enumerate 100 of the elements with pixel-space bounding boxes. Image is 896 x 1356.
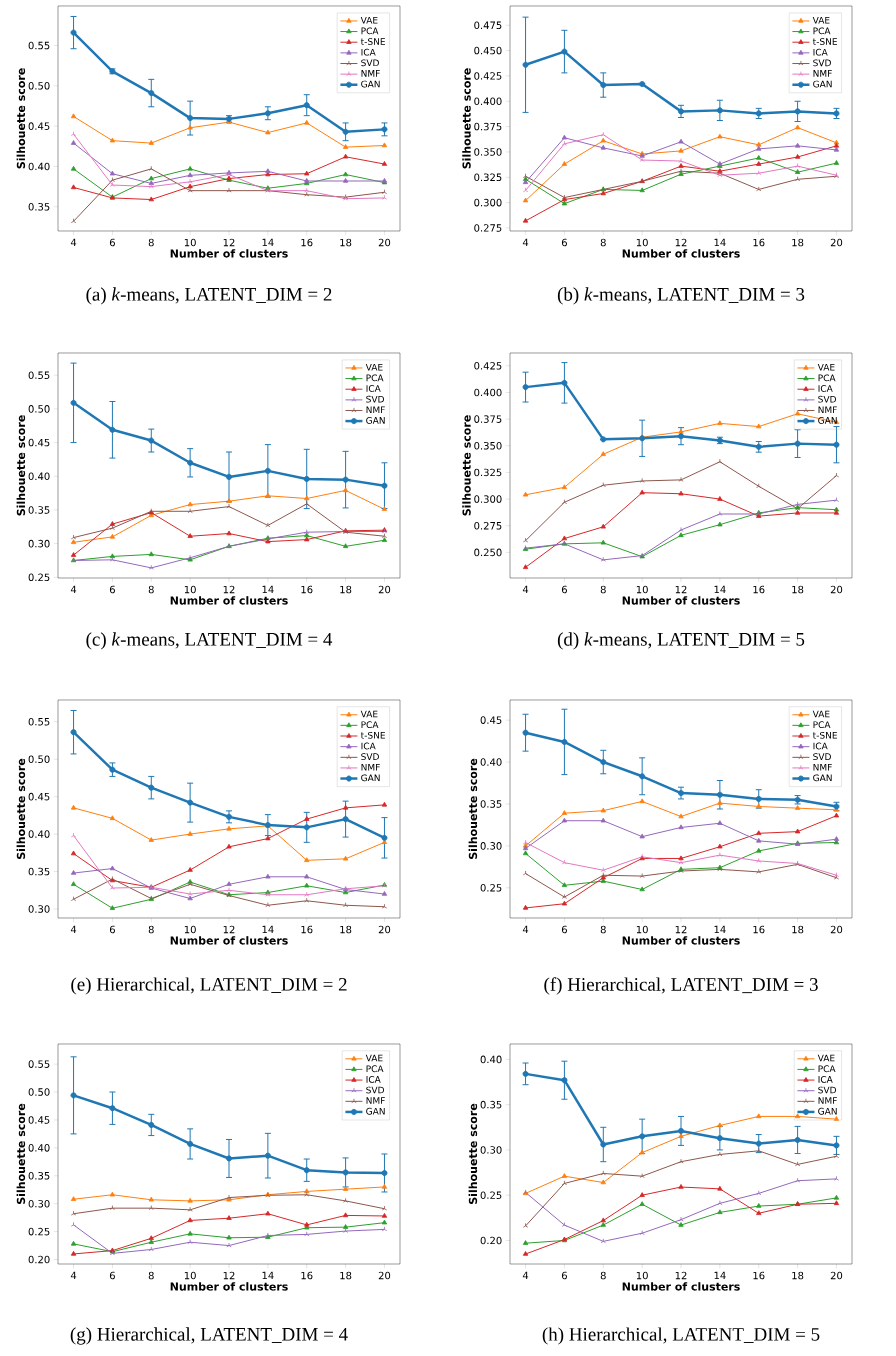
x-tick-label: 8 (600, 1271, 606, 1280)
legend-label: PCA (818, 374, 836, 382)
y-tick-label: 0.25 (480, 1191, 502, 1199)
legend-label: SVD (361, 753, 379, 761)
x-tick-label: 8 (148, 1271, 154, 1280)
x-tick-label: 12 (223, 238, 235, 247)
legend-label: VAE (817, 1054, 835, 1062)
x-tick-label: 16 (753, 585, 765, 594)
y-tick-label: 0.20 (28, 1255, 50, 1264)
y-tick-label: 0.20 (480, 1236, 502, 1245)
y-tick-label: 0.35 (480, 1100, 502, 1109)
x-tick-label: 4 (522, 238, 529, 247)
text: (c) k-means, LATENT_DIM = 4 (86, 632, 333, 650)
y-tick-label: 0.425 (474, 72, 502, 80)
x-tick-label: 4 (70, 1271, 77, 1280)
legend-label: VAE (817, 363, 835, 371)
legend-label: NMF (366, 406, 385, 414)
x-tick-label: 8 (148, 925, 154, 934)
x-tick-label: 20 (830, 585, 843, 594)
y-tick-label: 0.55 (28, 371, 50, 379)
text: (a) k-means, LATENT_DIM = 2 (86, 287, 332, 305)
y-tick-label: 0.45 (480, 716, 502, 724)
y-tick-label: 0.300 (474, 495, 502, 503)
x-tick-label: 14 (262, 925, 274, 934)
legend-label: GAN (361, 774, 380, 782)
x-tick-label: 6 (109, 238, 115, 247)
legend-label: ICA (366, 385, 381, 392)
y-tick-label: 0.25 (28, 573, 50, 582)
y-tick-label: 0.40 (480, 1055, 502, 1064)
y-tick-label: 0.30 (28, 905, 50, 913)
y-tick-label: 0.30 (28, 1199, 50, 1208)
x-tick-label: 18 (340, 925, 352, 934)
legend-label: t-SNE (812, 731, 837, 739)
legend-label: NMF (366, 1097, 385, 1104)
x-tick-label: 10 (184, 238, 196, 247)
legend-label: PCA (361, 27, 379, 35)
text: (d) k-means, LATENT_DIM = 5 (557, 632, 805, 650)
x-tick-label: 4 (70, 238, 77, 247)
text: (g) Hierarchical, LATENT_DIM = 4 (70, 1327, 348, 1345)
y-tick-label: 0.40 (28, 1144, 50, 1152)
legend-label: ICA (366, 1075, 381, 1083)
x-axis-title: Number of clusters (170, 596, 288, 605)
legend-label: SVD (361, 59, 379, 67)
legend-label: ICA (818, 385, 833, 392)
x-tick-label: 6 (561, 238, 567, 247)
y-tick-label: 0.50 (28, 405, 50, 413)
y-tick-label: 0.25 (480, 884, 502, 892)
y-tick-label: 0.40 (28, 830, 50, 838)
y-tick-label: 0.45 (28, 1116, 50, 1124)
legend-label: t-SNE (812, 38, 837, 45)
legend-label: NMF (361, 763, 380, 771)
legend-label: PCA (813, 27, 831, 35)
legend-label: SVD (818, 1086, 836, 1094)
x-tick-label: 4 (522, 1271, 529, 1280)
x-tick-label: 4 (522, 585, 529, 594)
y-tick-label: 0.400 (474, 97, 502, 106)
y-tick-label: 0.55 (28, 717, 50, 726)
y-tick-label: 0.425 (474, 362, 502, 370)
x-tick-label: 12 (675, 585, 687, 594)
y-axis-title: Silhouette score (16, 415, 26, 516)
y-tick-label: 0.450 (474, 46, 502, 55)
legend-label: SVD (813, 59, 831, 67)
text: (e) Hierarchical, LATENT_DIM = 2 (71, 977, 347, 995)
y-tick-label: 0.45 (28, 792, 50, 801)
legend-label: GAN (361, 80, 380, 88)
y-tick-label: 0.35 (28, 203, 50, 211)
x-tick-label: 16 (753, 1271, 765, 1280)
x-tick-label: 16 (753, 925, 765, 934)
x-tick-label: 12 (223, 1271, 235, 1280)
legend-label: t-SNE (360, 731, 385, 739)
x-tick-label: 20 (378, 238, 391, 247)
x-tick-label: 18 (340, 1271, 352, 1280)
x-tick-label: 18 (792, 925, 804, 934)
y-tick-label: 0.30 (480, 1146, 502, 1154)
x-tick-label: 4 (70, 585, 77, 594)
y-tick-label: 0.40 (480, 758, 502, 766)
x-tick-label: 18 (792, 585, 804, 594)
legend-label: PCA (818, 1065, 836, 1073)
y-tick-label: 0.35 (480, 800, 502, 808)
text: (b) k-means, LATENT_DIM = 3 (557, 287, 805, 305)
y-tick-label: 0.50 (28, 1088, 50, 1096)
legend-label: ICA (813, 742, 828, 750)
x-tick-label: 16 (301, 925, 313, 934)
x-tick-label: 20 (378, 585, 391, 594)
legend-label: GAN (818, 1107, 837, 1115)
legend-label: NMF (818, 406, 837, 414)
y-tick-label: 0.375 (474, 122, 502, 131)
legend-label: VAE (365, 1054, 383, 1062)
x-tick-label: 10 (184, 925, 196, 934)
y-tick-label: 0.55 (28, 41, 50, 50)
legend-label: GAN (813, 774, 832, 782)
legend-label: SVD (813, 753, 831, 761)
x-tick-label: 20 (830, 238, 843, 247)
x-tick-label: 10 (636, 585, 648, 594)
y-tick-label: 0.350 (474, 441, 502, 450)
x-tick-label: 10 (636, 1271, 648, 1280)
legend-label: SVD (366, 395, 384, 403)
legend-label: PCA (366, 374, 384, 382)
x-tick-label: 12 (675, 238, 687, 247)
y-tick-label: 0.40 (28, 472, 50, 481)
